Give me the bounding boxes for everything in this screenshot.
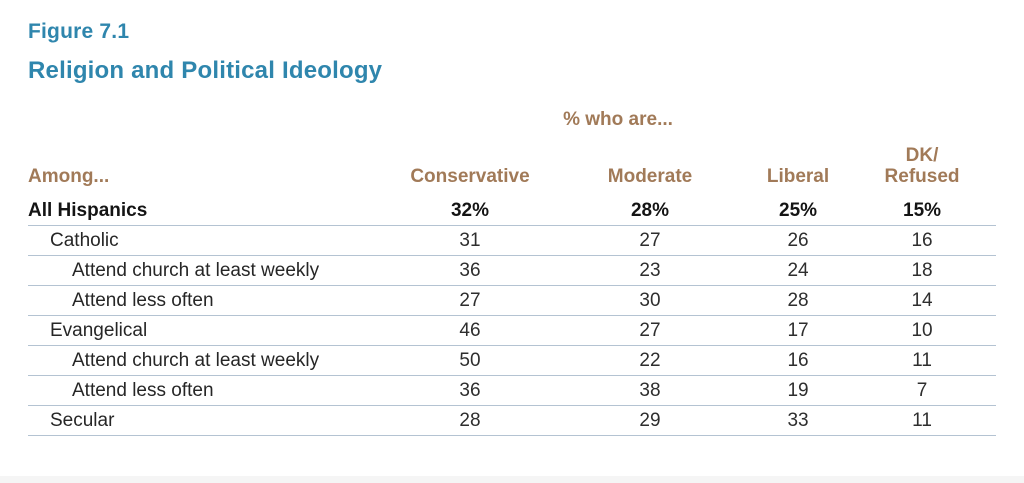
- row-value: 22: [639, 350, 661, 371]
- spacer-cell: [848, 109, 996, 145]
- row-value: 15%: [903, 200, 942, 221]
- col-header-conservative: Conservative: [410, 166, 530, 187]
- table-row: Attend church at least weekly 36 23 24 1…: [28, 256, 997, 286]
- table-row: All Hispanics 32% 28% 25% 15%: [28, 196, 997, 226]
- span-header-row: % who are...: [28, 109, 996, 145]
- row-value: 36: [459, 380, 481, 401]
- spacer-cell: [28, 109, 388, 145]
- row-value: 26: [787, 230, 809, 251]
- table-row: Secular 28 29 33 11: [28, 406, 997, 436]
- row-label: Attend less often: [72, 290, 214, 311]
- row-value: 27: [459, 290, 481, 311]
- row-value: 25%: [779, 200, 818, 221]
- column-header-row: Among... Conservative Moderate Liberal D…: [28, 145, 996, 196]
- table-row: Attend church at least weekly 50 22 16 1…: [28, 346, 997, 376]
- col-header-among: Among...: [28, 166, 110, 187]
- row-value: 28: [787, 290, 809, 311]
- row-value: 18: [911, 260, 933, 281]
- row-value: 46: [459, 320, 481, 341]
- table-body: All Hispanics 32% 28% 25% 15% Catholic 3…: [28, 196, 997, 436]
- row-value: 27: [639, 320, 661, 341]
- row-value: 14: [911, 290, 933, 311]
- col-header-dk-refused: DK/ Refused: [884, 145, 960, 187]
- row-label: Catholic: [50, 230, 119, 251]
- table-header: % who are... Among... Conservative Moder…: [28, 109, 996, 196]
- figure-title: Religion and Political Ideology: [28, 57, 383, 84]
- row-value: 28%: [630, 200, 670, 221]
- row-value: 10: [911, 320, 933, 341]
- row-value: 24: [787, 260, 809, 281]
- row-label: Secular: [50, 410, 115, 431]
- row-value: 17: [787, 320, 809, 341]
- row-value: 19: [787, 380, 809, 401]
- row-value: 7: [916, 380, 928, 401]
- row-value: 50: [459, 350, 481, 371]
- row-value: 38: [639, 380, 661, 401]
- row-value: 11: [912, 350, 932, 371]
- row-value: 23: [639, 260, 661, 281]
- percent-who-are-header: % who are...: [563, 109, 673, 130]
- figure-panel: Figure 7.1 Religion and Political Ideolo…: [28, 20, 997, 436]
- row-value: 36: [459, 260, 481, 281]
- row-value: 30: [639, 290, 661, 311]
- row-value: 16: [911, 230, 933, 251]
- row-value: 11: [912, 410, 932, 431]
- religion-ideology-table: % who are... Among... Conservative Moder…: [28, 109, 997, 436]
- row-value: 28: [459, 410, 481, 431]
- table-row: Attend less often 36 38 19 7: [28, 376, 997, 406]
- row-value: 32%: [450, 200, 490, 221]
- row-value: 31: [459, 230, 481, 251]
- row-value: 16: [787, 350, 809, 371]
- table-row: Attend less often 27 30 28 14: [28, 286, 997, 316]
- row-value: 29: [639, 410, 661, 431]
- row-value: 33: [787, 410, 809, 431]
- page-bottom-edge: [0, 476, 1024, 483]
- row-label: Attend church at least weekly: [72, 260, 320, 281]
- row-label: All Hispanics: [28, 200, 148, 221]
- row-value: 27: [639, 230, 661, 251]
- col-header-liberal: Liberal: [766, 166, 830, 187]
- table-row: Evangelical 46 27 17 10: [28, 316, 997, 346]
- col-header-moderate: Moderate: [607, 166, 693, 187]
- table-row: Catholic 31 27 26 16: [28, 226, 997, 256]
- figure-label: Figure 7.1: [28, 20, 130, 43]
- row-label: Attend less often: [72, 380, 214, 401]
- row-label: Attend church at least weekly: [72, 350, 320, 371]
- row-label: Evangelical: [50, 320, 148, 341]
